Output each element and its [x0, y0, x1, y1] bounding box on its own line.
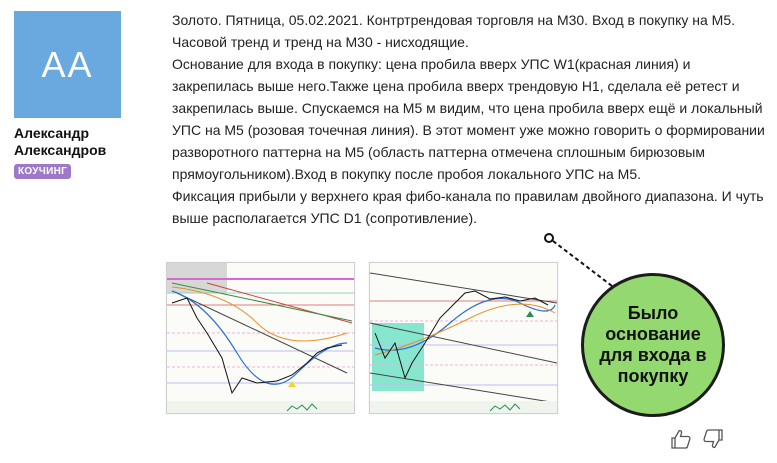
chart-m5-image	[370, 263, 557, 413]
thumbs-up-icon	[671, 429, 691, 449]
post-paragraph: Основание для входа в покупку: цена проб…	[172, 56, 765, 182]
callout-bubble: Было основание для входа в покупку	[581, 273, 725, 417]
like-button[interactable]	[670, 428, 692, 450]
thumbs-down-icon	[703, 429, 723, 449]
callout-text: Было основание для входа в покупку	[599, 303, 707, 386]
post-body: Золото. Пятница, 05.02.2021. Контртрендо…	[172, 9, 767, 229]
author-avatar[interactable]: AA	[14, 11, 121, 118]
author-name[interactable]: Александр Александров	[14, 125, 107, 158]
chart-thumbnail-m5[interactable]	[369, 262, 558, 414]
post-paragraph: Фиксация прибыли у верхнего края фибо-ка…	[172, 188, 764, 226]
dislike-button[interactable]	[702, 428, 724, 450]
post-paragraph: Золото. Пятница, 05.02.2021. Контртрендо…	[172, 12, 735, 50]
avatar-initials: AA	[41, 43, 94, 85]
chart-m30-image	[167, 263, 354, 413]
author-role-badge: КОУЧИНГ	[14, 164, 72, 179]
chart-thumbnail-m30[interactable]	[166, 262, 355, 414]
